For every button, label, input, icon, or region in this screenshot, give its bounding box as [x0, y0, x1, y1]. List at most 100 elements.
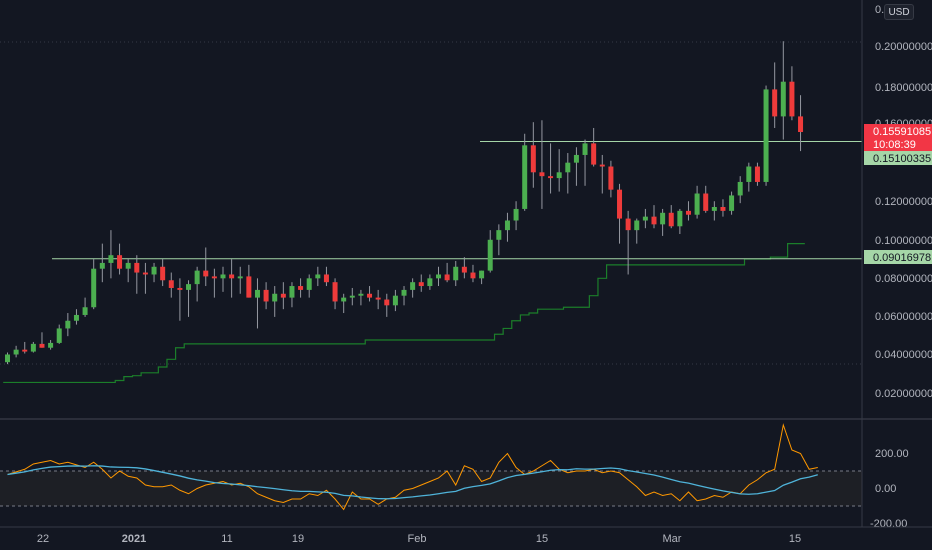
candle — [530, 122, 536, 188]
candle — [48, 340, 54, 350]
candle — [323, 266, 329, 287]
candle — [789, 66, 795, 121]
candle — [746, 162, 752, 192]
candle-body — [470, 272, 476, 279]
candle-body — [548, 176, 554, 179]
candle — [125, 259, 131, 283]
candle — [668, 205, 674, 229]
candle — [470, 264, 476, 283]
time-label: 15 — [536, 533, 548, 545]
candle — [315, 266, 321, 287]
candle-body — [461, 266, 467, 273]
candle — [349, 287, 355, 306]
candle — [237, 266, 243, 294]
candle — [73, 309, 79, 325]
time-axis-background — [0, 527, 932, 550]
candle-body — [13, 349, 19, 355]
candle-body — [401, 289, 407, 296]
candle-body — [720, 207, 726, 211]
candle — [91, 259, 97, 310]
candle-body — [108, 255, 114, 263]
candle — [780, 41, 786, 140]
candle-body — [617, 189, 623, 219]
candle-body — [504, 220, 510, 231]
candle-body — [177, 287, 183, 290]
candle — [591, 127, 597, 167]
candle — [720, 199, 726, 217]
candle-body — [513, 208, 519, 221]
candle-body — [496, 230, 502, 240]
candle-body — [436, 274, 441, 279]
candle — [358, 289, 364, 306]
candle — [151, 262, 157, 283]
candle-body — [444, 274, 450, 281]
candle-body — [608, 166, 614, 190]
candle-body — [737, 181, 743, 196]
candle-body — [772, 89, 778, 117]
price-tick: 0.20000000 — [875, 41, 932, 53]
candle — [642, 208, 648, 229]
candle-body — [729, 195, 735, 211]
candle — [332, 278, 338, 310]
candle — [375, 289, 381, 310]
candle-body — [711, 207, 717, 211]
candle-body — [685, 210, 691, 215]
candle-body — [65, 320, 71, 329]
candle-body — [573, 154, 579, 163]
candle-body — [134, 262, 140, 273]
time-label: 15 — [789, 533, 801, 545]
candle — [229, 259, 235, 298]
candle-body — [194, 270, 200, 285]
candle — [341, 293, 347, 314]
candle-body — [203, 270, 209, 277]
candle-body — [341, 297, 347, 302]
candle — [418, 274, 424, 292]
candle-body — [677, 210, 683, 227]
candle-body — [694, 193, 700, 215]
price-tick: 0.06000000 — [875, 311, 932, 323]
candle — [289, 282, 295, 308]
candle-body — [763, 89, 769, 182]
time-axis[interactable]: 22 2021 11 19 Feb 15 Mar 15 — [37, 533, 801, 545]
candle — [263, 282, 269, 310]
candle-body — [99, 262, 105, 269]
time-label: 22 — [37, 533, 49, 545]
candle-body — [358, 293, 364, 296]
candle-body — [522, 145, 528, 209]
candle — [298, 278, 304, 298]
candle-body — [272, 293, 278, 302]
candle-body — [186, 284, 192, 290]
candle-body — [479, 270, 485, 279]
candle — [254, 278, 260, 329]
candle — [108, 230, 114, 279]
candle — [754, 162, 760, 186]
candle — [737, 176, 743, 204]
candle-body — [651, 216, 657, 225]
candle — [5, 352, 10, 365]
candle — [582, 139, 588, 186]
candle-body — [591, 143, 597, 165]
candle-body — [556, 172, 562, 179]
candle-body — [384, 299, 390, 306]
price-tick: 0.10000000 — [875, 235, 932, 247]
upper-level-value: 0.15100335 — [873, 153, 931, 165]
candle — [186, 280, 192, 317]
candle-body — [22, 349, 28, 352]
lower-level-tag: 0.09016978 — [864, 250, 932, 264]
candle-body — [780, 81, 786, 117]
candles — [5, 41, 804, 365]
candle — [367, 286, 373, 302]
price-tick: 0.12000000 — [875, 196, 932, 208]
cci-tick: 200.00 — [875, 448, 909, 460]
time-label: 11 — [221, 533, 232, 545]
candle — [453, 260, 459, 287]
cci-line — [7, 423, 818, 511]
candle-body — [289, 286, 295, 298]
currency-selector[interactable]: USD — [884, 4, 914, 20]
candle-body — [754, 166, 760, 182]
candle — [246, 264, 252, 298]
horizontal-levels[interactable] — [52, 140, 862, 260]
candle-body — [117, 255, 123, 269]
candle — [177, 278, 183, 321]
